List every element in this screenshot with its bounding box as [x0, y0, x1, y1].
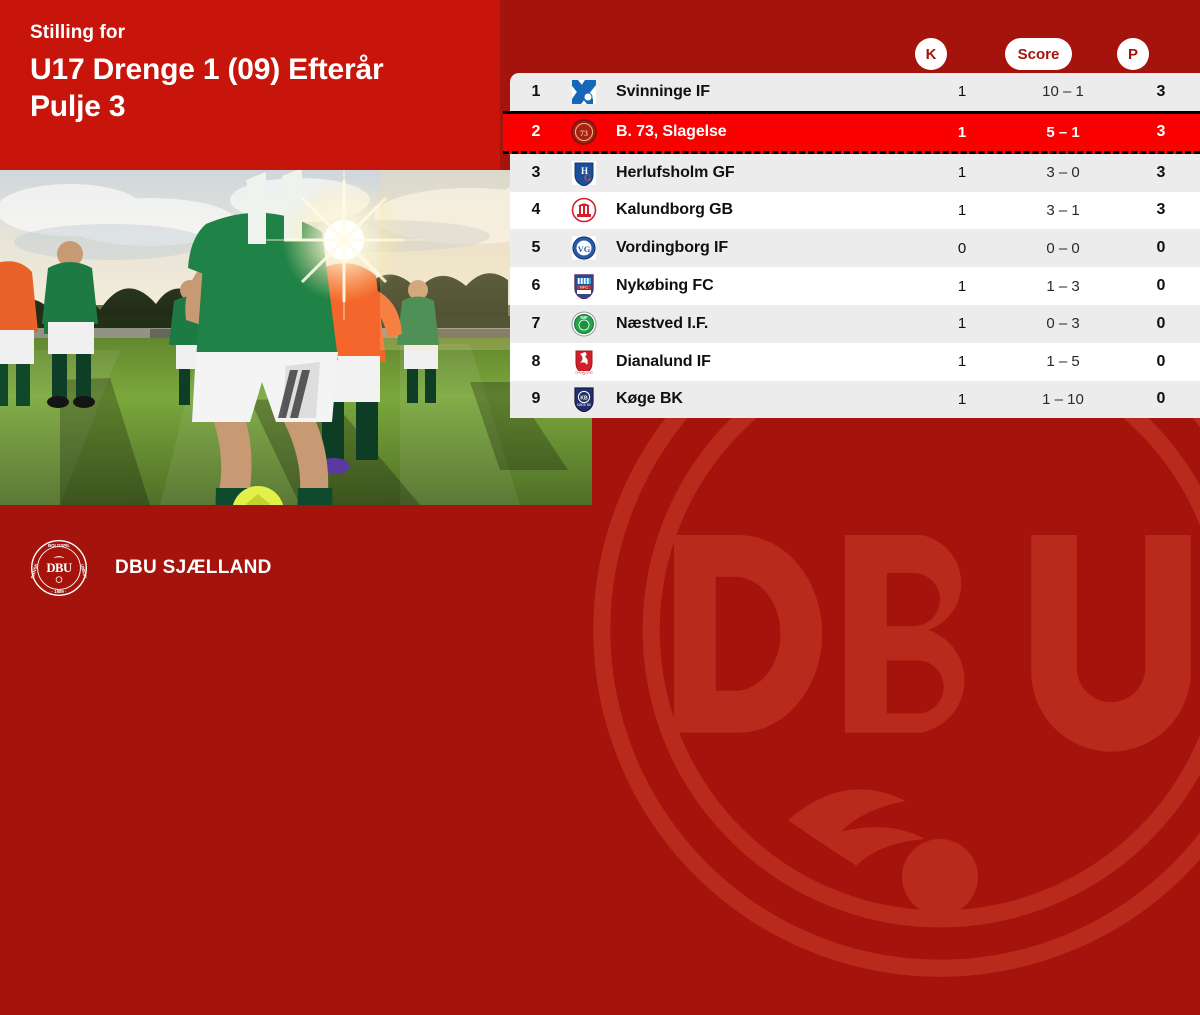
row-points: 3 [1156, 82, 1166, 100]
crest-dianalund-if: DIANALUND [575, 350, 593, 375]
svg-text:BOLDSPIL: BOLDSPIL [48, 543, 70, 548]
table-row[interactable]: 2 73 B. 73, Slagelse 1 5 – 1 3 [503, 110, 1200, 154]
row-matches-played: 1 [957, 315, 967, 333]
column-header-p: P [1117, 38, 1149, 70]
row-team-name: Svinninge IF [616, 82, 710, 100]
row-team-name: Vordingborg IF [616, 239, 729, 257]
row-rank: 2 [531, 123, 541, 141]
crest-herlufsholm-gf: HG [572, 160, 596, 186]
row-points: 0 [1156, 314, 1166, 332]
row-team-name: Dianalund IF [616, 352, 711, 370]
table-row[interactable]: 1 Svinninge IF 1 10 – 1 3 [510, 73, 1200, 111]
crest-naestved-if: NIF [571, 311, 597, 337]
crest-b73-slagelse: 73 [571, 119, 597, 145]
header-block: Stilling for U17 Drenge 1 (09) Efterår P… [0, 0, 500, 170]
svg-text:DANSK: DANSK [30, 562, 39, 579]
table-row[interactable]: 6 NFC Nykøbing FC 1 1 – 3 0 [510, 267, 1200, 305]
svg-text:NIF: NIF [580, 315, 587, 320]
row-points: 3 [1156, 163, 1166, 181]
row-rank: 3 [531, 163, 541, 181]
row-matches-played: 1 [957, 277, 967, 295]
row-rank: 8 [531, 352, 541, 370]
row-matches-played: 1 [957, 201, 967, 219]
row-rank: 7 [531, 314, 541, 332]
svg-text:NFC: NFC [580, 284, 588, 289]
row-points: 3 [1156, 123, 1166, 141]
column-header-k: K [915, 38, 947, 70]
row-score: 5 – 1 [1046, 123, 1080, 141]
page-title: U17 Drenge 1 (09) Efterår Pulje 3 [30, 51, 470, 125]
row-team-name: Kalundborg GB [616, 201, 733, 219]
table-row[interactable]: 7 NIF Næstved I.F. 1 0 – 3 0 [510, 304, 1200, 343]
crest-svinninge-if [572, 79, 596, 104]
footer-label: DBU SJÆLLAND [115, 556, 272, 578]
row-matches-played: 1 [957, 83, 967, 101]
svg-text:73: 73 [580, 129, 588, 138]
row-points: 0 [1156, 277, 1166, 295]
row-crest: NFC [562, 273, 606, 300]
row-matches-played: 1 [957, 353, 967, 371]
row-score: 1 – 10 [1042, 390, 1084, 408]
row-rank: 4 [531, 201, 541, 219]
table-row[interactable]: 8 DIANALUND Dianalund IF 1 1 – 5 0 [510, 342, 1200, 381]
row-crest: DIANALUND [562, 349, 606, 375]
svg-text:· 1889 ·: · 1889 · [52, 588, 67, 593]
table-row[interactable]: 5 VG Vordingborg IF 0 0 – 0 0 [510, 229, 1200, 268]
table-row[interactable]: 4 Kalundborg GB 1 3 – 1 3 [510, 191, 1200, 230]
header-kicker: Stilling for [30, 22, 126, 43]
row-matches-played: 1 [957, 390, 967, 408]
crest-vordingborg-if: VG [572, 236, 596, 261]
row-rank: 6 [531, 277, 541, 295]
column-header-score: Score [1005, 38, 1072, 70]
row-score: 10 – 1 [1042, 83, 1084, 101]
row-team-name: Herlufsholm GF [616, 163, 735, 181]
row-crest: NIF [562, 311, 606, 337]
row-crest: KB KØGE BK [562, 386, 606, 413]
page-title-line2: Pulje 3 [30, 90, 126, 124]
svg-text:VG: VG [578, 244, 591, 254]
row-score: 3 – 0 [1046, 164, 1080, 182]
row-team-name: Nykøbing FC [616, 277, 714, 295]
row-points: 0 [1156, 390, 1166, 408]
svg-text:UNION: UNION [79, 563, 87, 578]
row-rank: 1 [531, 82, 541, 100]
svg-text:DIANALUND: DIANALUND [575, 370, 593, 374]
svg-text:DBU: DBU [46, 561, 72, 575]
row-score: 0 – 3 [1046, 315, 1080, 333]
row-crest [562, 79, 606, 105]
row-crest: 73 [562, 119, 606, 145]
page-title-line1: U17 Drenge 1 (09) Efterår [30, 53, 384, 86]
row-points: 3 [1156, 201, 1166, 219]
dbu-logo-icon: BOLDSPIL · 1889 · DANSK UNION DBU [30, 539, 88, 597]
table-row[interactable]: 3 H G Herlufsholm GF 1 3 – 0 3 [510, 153, 1200, 192]
row-rank: 5 [531, 239, 541, 257]
row-crest [562, 197, 606, 223]
row-team-name: Næstved I.F. [616, 314, 709, 332]
row-score: 1 – 3 [1046, 277, 1080, 295]
row-points: 0 [1156, 239, 1166, 257]
row-crest: VG [562, 235, 606, 261]
row-team-name: B. 73, Slagelse [616, 123, 727, 141]
svg-text:KB: KB [580, 396, 588, 402]
row-score: 0 – 0 [1046, 239, 1080, 257]
table-row[interactable]: 9 KB KØGE BK Køge BK 1 1 – 10 0 [510, 380, 1200, 419]
svg-text:G: G [584, 173, 591, 183]
row-rank: 9 [531, 390, 541, 408]
football-photo [0, 170, 592, 505]
row-matches-played: 1 [957, 123, 967, 141]
crest-kalundborg-gb [571, 198, 597, 223]
row-matches-played: 1 [957, 164, 967, 182]
row-points: 0 [1156, 352, 1166, 370]
svg-text:KØGE BK: KØGE BK [577, 403, 592, 407]
row-score: 1 – 5 [1046, 353, 1080, 371]
svg-text:H: H [581, 166, 588, 176]
standings-table: 1 Svinninge IF 1 10 – 1 3 2 73 B. 73, Slagelse 1… [503, 73, 1200, 419]
row-matches-played: 0 [957, 239, 967, 257]
footer-bar: BOLDSPIL · 1889 · DANSK UNION DBU DBU SJ… [0, 505, 1200, 630]
crest-nykobing-fc: NFC [574, 274, 594, 300]
row-team-name: Køge BK [616, 390, 683, 408]
row-score: 3 – 1 [1046, 201, 1080, 219]
